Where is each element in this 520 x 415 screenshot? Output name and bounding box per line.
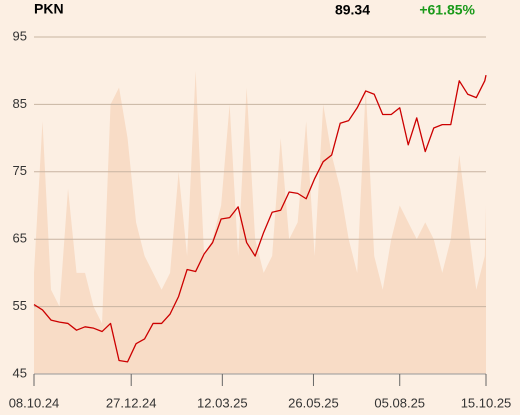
x-tick-label: 08.10.24 <box>9 395 60 410</box>
x-tick-label: 05.08.25 <box>374 395 425 410</box>
y-tick-label: 75 <box>13 163 27 178</box>
x-tick-label: 26.05.25 <box>288 395 339 410</box>
y-tick-label: 45 <box>13 365 27 380</box>
change-percent: +61.85% <box>419 2 475 18</box>
x-tick-label: 27.12.24 <box>106 395 157 410</box>
y-tick-label: 95 <box>13 28 27 43</box>
ticker: PKN <box>34 1 64 17</box>
x-tick-label: 12.03.25 <box>197 395 248 410</box>
y-tick-label: 55 <box>13 298 27 313</box>
y-tick-label: 85 <box>13 96 27 111</box>
y-tick-label: 65 <box>13 231 27 246</box>
last-price: 89.34 <box>335 2 370 18</box>
volume-area <box>34 70 486 374</box>
price-line <box>33 75 487 363</box>
x-tick-label: 15.10.25 <box>461 395 512 410</box>
